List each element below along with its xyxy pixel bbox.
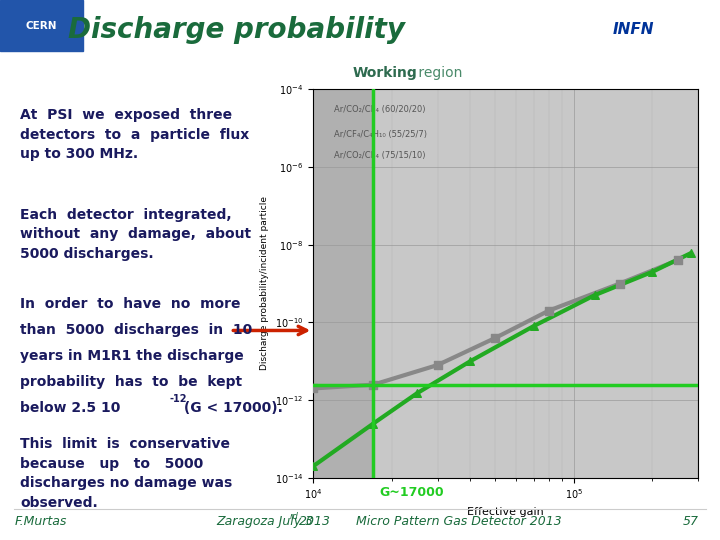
Text: F.Murtas: F.Murtas — [14, 515, 67, 528]
Y-axis label: Discharge probability/incident particle: Discharge probability/incident particle — [261, 197, 269, 370]
Text: -12: -12 — [169, 394, 186, 404]
Text: Working: Working — [353, 66, 418, 80]
Point — [647, 267, 658, 276]
Bar — [313, 89, 373, 478]
Text: Zaragoza July 3: Zaragoza July 3 — [216, 515, 313, 528]
Point — [367, 380, 379, 389]
Text: 2013: 2013 — [299, 515, 330, 528]
Text: INFN: INFN — [613, 22, 654, 37]
Text: region: region — [414, 66, 462, 80]
Text: Ar/CO₂/CF₄ (75/15/10): Ar/CO₂/CF₄ (75/15/10) — [334, 151, 426, 160]
Point — [490, 334, 501, 342]
Text: G~17000: G~17000 — [379, 486, 444, 499]
Point — [543, 306, 554, 315]
Text: years in M1R1 the discharge: years in M1R1 the discharge — [20, 349, 244, 363]
Text: This  limit  is  conservative
because   up   to   5000
discharges no damage was
: This limit is conservative because up to… — [20, 437, 233, 510]
Point — [411, 389, 423, 397]
Point — [432, 361, 444, 369]
X-axis label: Effective gain: Effective gain — [467, 507, 544, 517]
Text: than  5000  discharges  in  10: than 5000 discharges in 10 — [20, 323, 253, 337]
Point — [307, 384, 319, 393]
Point — [464, 357, 476, 366]
Text: Discharge probability: Discharge probability — [68, 16, 405, 44]
Text: 57: 57 — [683, 515, 698, 528]
Text: At  PSI  we  exposed  three
detectors  to  a  particle  flux
up to 300 MHz.: At PSI we exposed three detectors to a p… — [20, 108, 249, 161]
Point — [614, 279, 626, 288]
Point — [685, 249, 696, 258]
Text: CERN: CERN — [25, 21, 57, 31]
Text: In  order  to  have  no  more: In order to have no more — [20, 297, 240, 311]
Text: probability  has  to  be  kept: probability has to be kept — [20, 375, 243, 389]
Point — [672, 256, 683, 265]
Point — [589, 291, 600, 300]
Text: (G < 17000).: (G < 17000). — [179, 401, 282, 415]
Text: rd: rd — [290, 512, 299, 521]
Point — [528, 322, 539, 330]
Point — [307, 462, 319, 470]
Point — [367, 419, 379, 428]
Text: Micro Pattern Gas Detector 2013: Micro Pattern Gas Detector 2013 — [356, 515, 562, 528]
Text: Each  detector  integrated,
without  any  damage,  about
5000 discharges.: Each detector integrated, without any da… — [20, 208, 251, 261]
Text: Ar/CF₄/C₄H₁₀ (55/25/7): Ar/CF₄/C₄H₁₀ (55/25/7) — [334, 130, 427, 138]
Text: below 2.5 10: below 2.5 10 — [20, 401, 120, 415]
Text: Ar/CO₂/CF₄ (60/20/20): Ar/CO₂/CF₄ (60/20/20) — [334, 105, 426, 114]
